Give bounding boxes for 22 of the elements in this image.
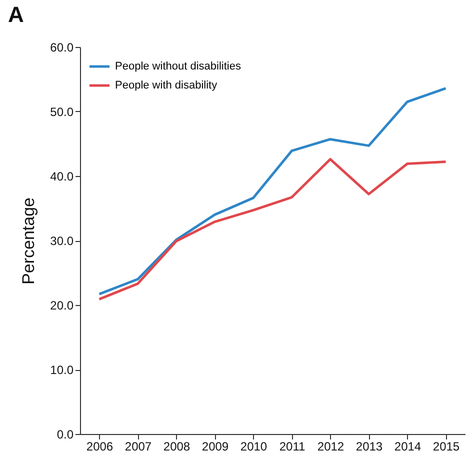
x-tick-label: 2015 xyxy=(432,440,460,454)
x-tick-label: 2013 xyxy=(356,440,383,454)
y-tick-label: 60.0 xyxy=(50,40,74,54)
x-tick-label: 2014 xyxy=(394,440,422,454)
line-series xyxy=(98,158,447,300)
x-tick-label: 2009 xyxy=(202,440,229,454)
x-tick-label: 2006 xyxy=(86,440,114,454)
chart-title: A xyxy=(8,2,24,27)
y-tick-label: 30.0 xyxy=(50,234,74,248)
y-tick-label: 10.0 xyxy=(50,363,74,377)
legend-label: People without disabilities xyxy=(115,60,242,72)
x-tick-label: 2008 xyxy=(163,440,190,454)
x-tick-label: 2011 xyxy=(279,440,306,454)
legend-label: People with disability xyxy=(115,80,218,92)
x-tick-label: 2012 xyxy=(317,440,344,454)
y-tick-label: 0.0 xyxy=(56,428,74,442)
x-tick-label: 2010 xyxy=(240,440,268,454)
y-tick-label: 50.0 xyxy=(50,105,74,119)
y-tick-label: 20.0 xyxy=(50,298,74,312)
x-tick-label: 2007 xyxy=(124,440,152,454)
y-axis-title: Percentage xyxy=(19,198,38,284)
y-tick-label: 40.0 xyxy=(50,170,74,184)
